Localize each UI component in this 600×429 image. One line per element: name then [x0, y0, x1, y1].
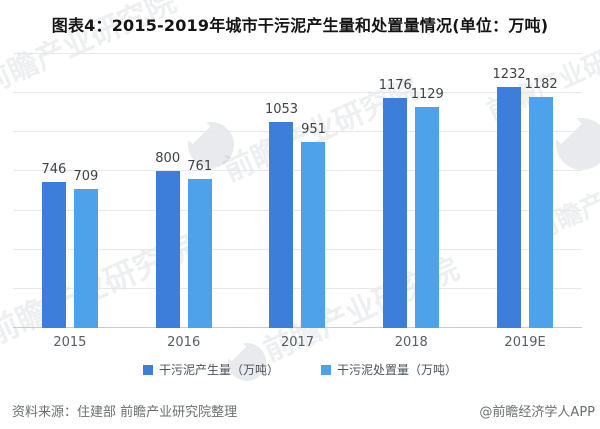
- gridline-0: [13, 327, 582, 328]
- bar-2015-干污泥产生量（万吨）[interactable]: 746: [41, 162, 66, 328]
- bar-value-label: 761: [187, 159, 213, 175]
- bar-group-2016: 800 761: [127, 54, 241, 328]
- legend-item-disposal[interactable]: 干污泥处置量（万吨）: [321, 361, 457, 378]
- bar-2016-干污泥处置量（万吨）[interactable]: 761: [187, 159, 212, 328]
- bar-2018-干污泥产生量（万吨）[interactable]: 1176: [379, 78, 412, 328]
- bar-2018-干污泥处置量（万吨）[interactable]: 1129: [411, 87, 444, 328]
- bar-value-label: 709: [73, 169, 99, 185]
- bar-2015-干污泥处置量（万吨）[interactable]: 709: [73, 169, 98, 328]
- gridline-400: [13, 248, 582, 250]
- chart-title: 图表4：2015-2019年城市干污泥产生量和处置量情况(单位：万吨): [51, 16, 549, 35]
- bar-value-label: 1053: [264, 101, 299, 117]
- bar-group-2019E: 1232 1182: [468, 54, 582, 328]
- gridline-200: [13, 287, 582, 289]
- legend-swatch-disposal-icon: [321, 364, 331, 375]
- bar-group-2018: 1176 1129: [354, 54, 468, 328]
- legend-item-production[interactable]: 干污泥产生量（万吨）: [142, 361, 279, 378]
- bar-value-label: 1232: [492, 66, 526, 82]
- x-axis-label-2018: 2018: [394, 335, 428, 350]
- x-axis-label-2015: 2015: [53, 335, 87, 350]
- bar-2017-干污泥产生量（万吨）[interactable]: 1053: [265, 102, 298, 328]
- x-axis-label-2019E: 2019E: [504, 335, 546, 350]
- legend-label-production: 干污泥产生量（万吨）: [158, 363, 279, 377]
- bar-value-label: 1176: [378, 77, 412, 93]
- x-axis-label-2017: 2017: [280, 335, 315, 350]
- gridline-1200: [13, 92, 582, 94]
- bar-value-label: 951: [301, 121, 326, 137]
- gridline-600: [13, 209, 582, 211]
- legend-label-disposal: 干污泥处置量（万吨）: [337, 363, 458, 377]
- gridline-1400: [13, 53, 582, 54]
- legend: 干污泥产生量（万吨） 干污泥处置量（万吨）: [0, 361, 600, 378]
- bar-2019E-干污泥处置量（万吨）[interactable]: 1182: [525, 77, 558, 328]
- bar-2019E-干污泥产生量（万吨）[interactable]: 1232: [493, 67, 526, 328]
- plot-area: 746 709 800 761 1053 951 1176 1129 1232 1182: [13, 53, 582, 328]
- legend-swatch-production-icon: [142, 364, 153, 375]
- bar-group-2015: 746 709: [13, 54, 127, 328]
- bar-value-label: 746: [41, 162, 67, 177]
- footer-source: 资料来源：住建部 前瞻产业研究院整理: [12, 405, 238, 420]
- bar-2016-干污泥产生量（万吨）[interactable]: 800: [155, 151, 180, 328]
- bar-value-label: 1129: [410, 87, 444, 103]
- footer-credit: @前瞻经济学人APP: [479, 405, 595, 420]
- x-axis-labels: 2015 2016 2017 2018 2019E: [13, 335, 582, 350]
- bar-group-2017: 1053 951: [241, 54, 355, 328]
- x-axis-label-2016: 2016: [167, 335, 201, 350]
- bar-2017-干污泥处置量（万吨）[interactable]: 951: [301, 122, 326, 328]
- bar-value-label: 800: [155, 151, 181, 167]
- gridline-1000: [13, 131, 582, 133]
- gridline-800: [13, 170, 582, 172]
- bar-value-label: 1182: [524, 76, 558, 92]
